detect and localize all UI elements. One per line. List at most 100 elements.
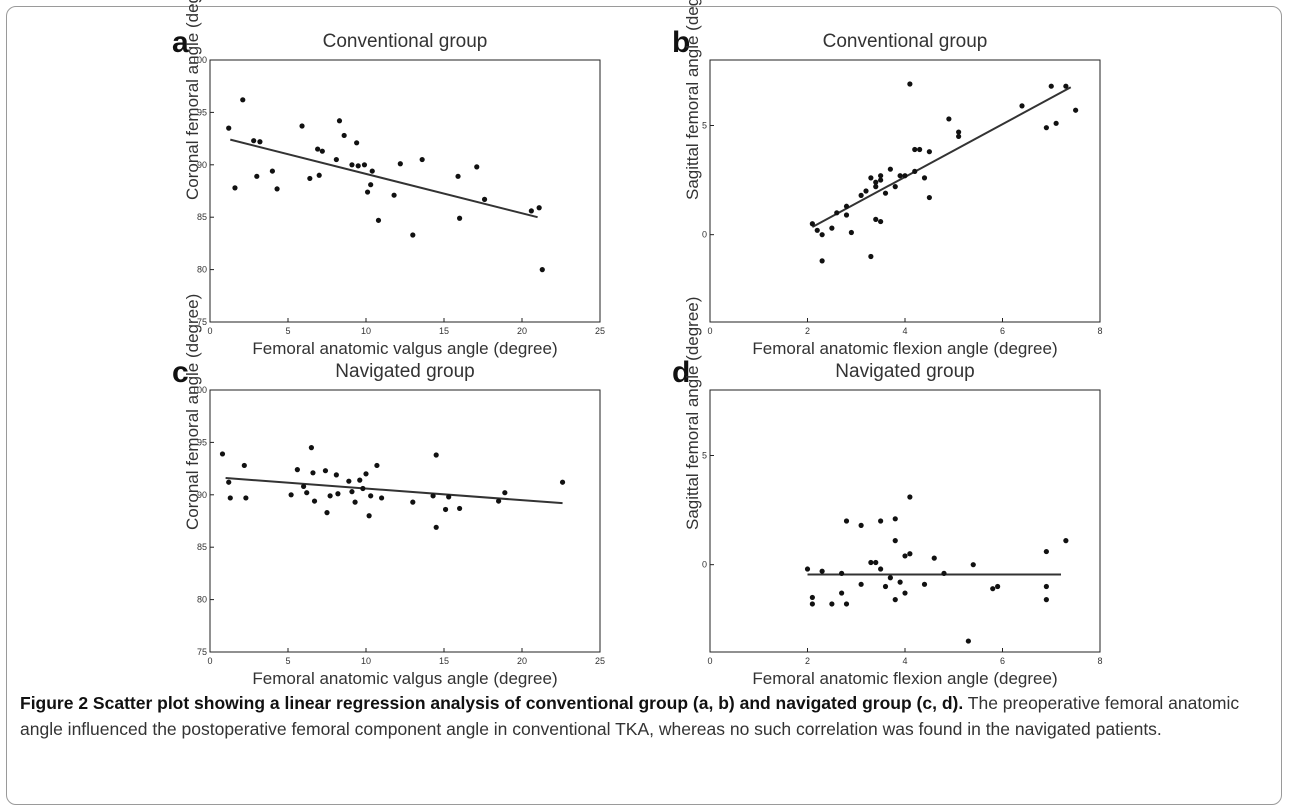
data-point [457,505,463,512]
y-tick-label: 100 [192,385,207,395]
data-point [355,163,361,169]
data-point [374,462,380,469]
data-point [907,81,913,87]
data-point [912,168,918,174]
data-point [361,162,368,168]
data-point [364,189,371,195]
data-point [809,601,815,607]
data-point [892,184,898,190]
panel-c: c Navigated group 0 5 10 15 20 25 75 80 85 90 95 100 F… [170,293,640,687]
y-tick-label: 80 [197,265,207,275]
x-axis-label: Femoral anatomic flexion angle (degree) [752,339,1058,358]
data-point [819,568,825,574]
data-point [902,553,908,559]
x-axis-label: Femoral anatomic flexion angle (degree) [752,669,1058,688]
data-point [902,590,908,596]
data-point [873,184,879,190]
regression-line [230,138,538,219]
y-tick-label: 85 [197,212,207,222]
data-point [254,173,260,179]
data-point [322,468,329,474]
data-point [868,559,874,566]
y-tick-label: 5 [702,121,707,131]
data-point [301,483,307,490]
data-point [921,175,928,181]
data-point [410,232,416,238]
figure-frame [6,6,1282,805]
x-tick-label: 6 [1000,656,1005,666]
data-point [433,524,439,530]
regression-line [225,477,563,505]
panel-letter: c [172,356,189,389]
data-point [887,575,893,581]
data-point [481,196,488,202]
x-tick-label: 10 [361,656,371,666]
x-tick-label: 0 [707,326,712,336]
data-point [956,129,962,135]
data-point [1073,107,1079,113]
data-point [858,581,864,587]
data-point [819,232,825,238]
data-point [921,581,928,587]
data-point [368,493,374,499]
x-tick-label: 5 [285,326,290,336]
data-point [327,493,333,499]
data-point [304,490,310,496]
data-point [375,217,382,223]
y-tick-label: 95 [197,437,207,447]
data-point [294,467,300,473]
y-tick-label: 75 [197,647,207,657]
data-point [892,516,898,522]
data-point [354,140,360,146]
x-tick-label: 15 [439,326,449,336]
y-axis-label: Sagittal femoral angle (degree) [683,0,702,200]
panel-d: d Navigated group 0 2 4 6 8 0 5 Femoral anatomic … [670,296,1140,687]
y-tick-label: 0 [702,560,707,570]
data-point [917,146,923,153]
data-point [839,570,845,576]
data-point [829,225,835,231]
data-point [809,594,815,601]
data-point [941,570,947,576]
data-point [257,139,263,145]
y-tick-label: 5 [702,451,707,461]
data-point [316,172,322,178]
data-point [907,494,913,500]
data-point [834,210,840,216]
data-point [965,638,971,644]
panel-a: a Conventional group 0 5 10 15 20 25 75 80 85 90 95 1… [170,0,640,357]
data-point [858,192,864,198]
y-axis-label: Coronal femoral angle (degree) [183,293,202,530]
data-point [868,175,874,181]
data-point [926,149,932,155]
data-point [307,175,313,182]
data-point [357,477,363,483]
x-tick-label: 15 [439,656,449,666]
x-tick-label: 6 [1000,326,1005,336]
data-point [315,146,321,152]
data-point [873,559,879,566]
data-point [858,522,864,528]
scatter-plot: 0 5 10 15 20 25 75 80 85 90 95 100 [192,55,605,336]
data-point [1063,83,1069,89]
x-tick-label: 2 [805,326,810,336]
data-point [308,445,314,451]
data-point [536,205,542,211]
data-point [809,221,815,227]
x-axis-label: Femoral anatomic valgus angle (degree) [252,669,558,688]
data-point [391,192,397,198]
data-point [1053,120,1059,126]
y-tick-label: 75 [197,317,207,327]
data-point [269,168,275,174]
data-point [902,173,908,179]
data-point [243,495,249,501]
data-point [311,498,318,504]
data-point [410,499,416,505]
x-tick-label: 5 [285,656,290,666]
data-point [333,472,339,478]
data-point [346,478,352,484]
data-point [931,555,937,561]
plot-area-frame [709,389,1101,653]
figure-caption: Figure 2 Scatter plot showing a linear r… [20,690,1270,742]
y-tick-label: 100 [192,55,207,65]
